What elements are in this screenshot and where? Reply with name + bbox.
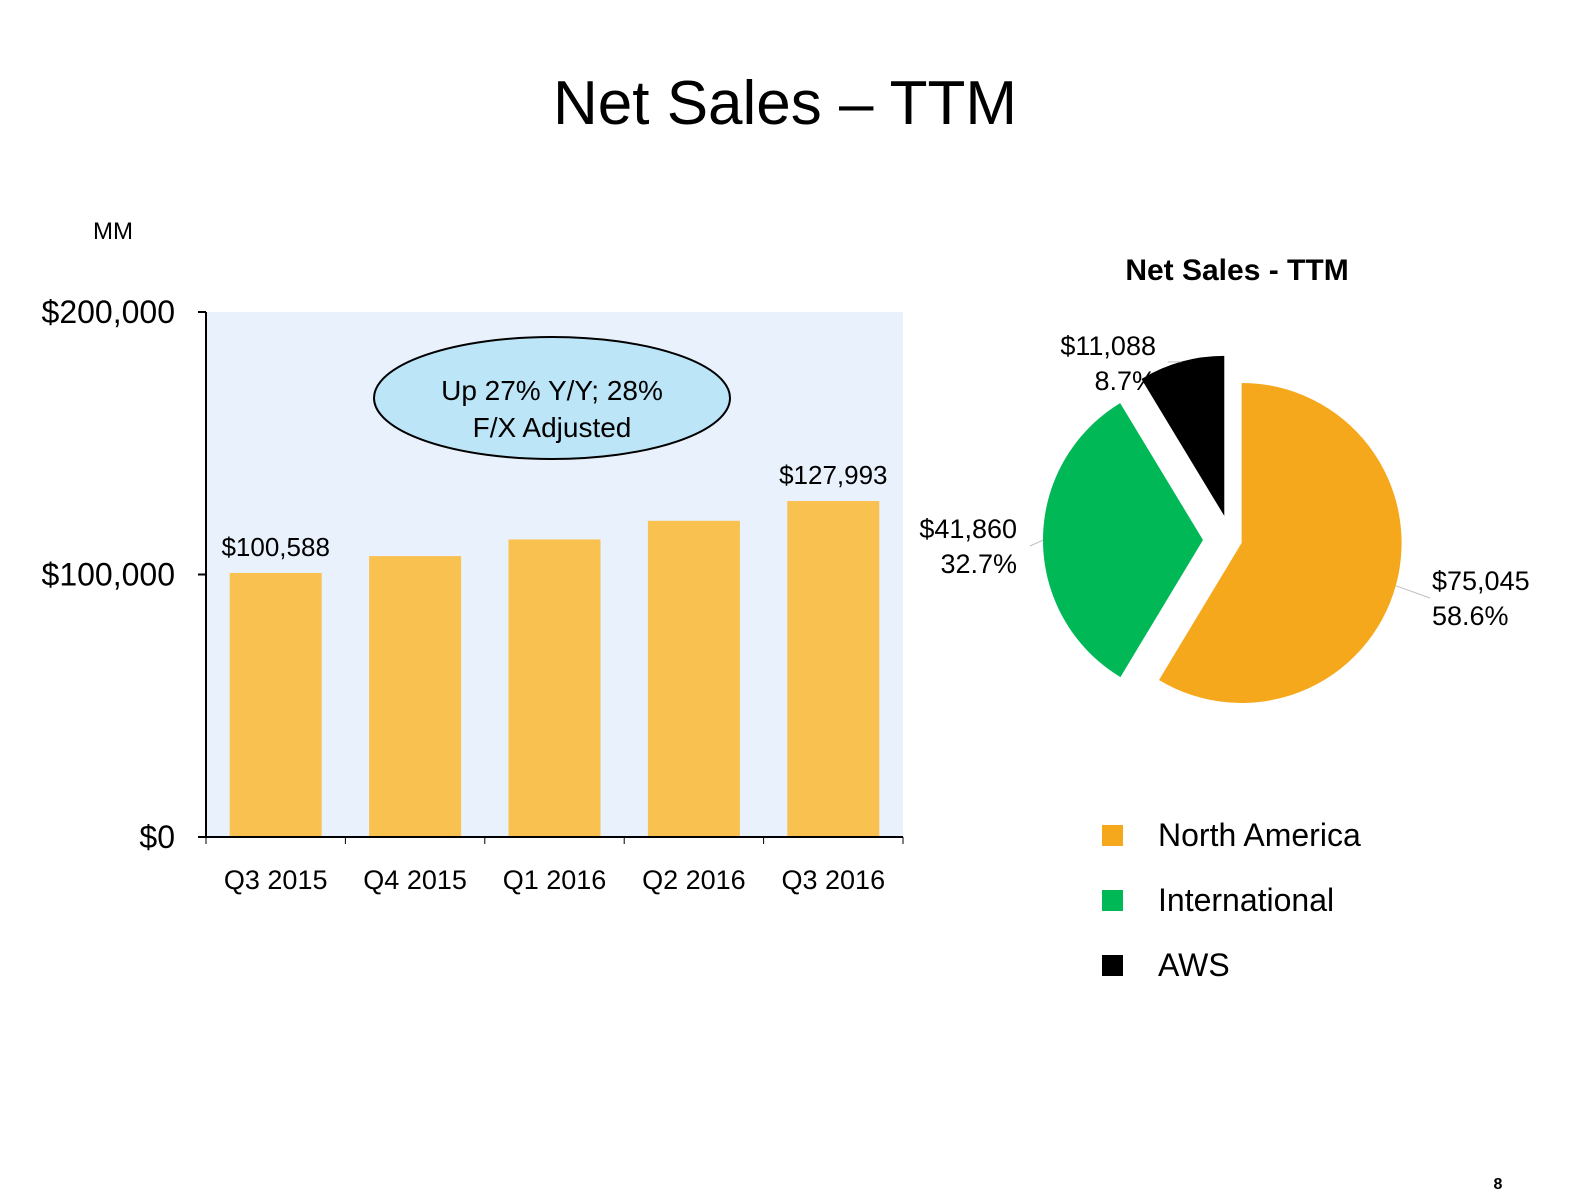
- bar: [647, 520, 740, 837]
- y-tick-label: $200,000: [42, 294, 175, 330]
- x-tick-label: Q3 2016: [782, 865, 886, 895]
- pie-slice: [1043, 403, 1203, 678]
- legend-swatch: [1102, 955, 1123, 976]
- legend-label: North America: [1158, 817, 1361, 853]
- legend-label: International: [1158, 882, 1334, 918]
- pie-percent-label: 32.7%: [940, 549, 1017, 579]
- page-number: 8: [1494, 1176, 1503, 1193]
- x-tick-label: Q4 2015: [363, 865, 467, 895]
- x-tick-label: Q1 2016: [503, 865, 607, 895]
- pie-percent-label: 8.7%: [1094, 366, 1156, 396]
- leader-line: [1395, 585, 1431, 599]
- bar: [229, 572, 322, 837]
- annotation-line-2: F/X Adjusted: [473, 412, 632, 443]
- bar: [369, 556, 462, 837]
- legend-label: AWS: [1158, 947, 1230, 983]
- bar: [508, 539, 601, 837]
- pie-percent-label: 58.6%: [1432, 601, 1509, 631]
- data-label: $127,993: [779, 460, 887, 490]
- y-tick-label: $0: [139, 819, 175, 855]
- pie-value-label: $41,860: [919, 514, 1017, 544]
- pie-title: Net Sales - TTM: [1125, 254, 1348, 287]
- y-tick-label: $100,000: [42, 557, 175, 593]
- pie-slice: [1159, 382, 1402, 703]
- pie-value-label: $75,045: [1432, 566, 1530, 596]
- bar: [787, 501, 880, 837]
- leader-line: [1029, 539, 1044, 547]
- pie-value-label: $11,088: [1060, 331, 1156, 361]
- pie-chart: $75,045 58.6% $41,860 32.7% $11,088 8.7%: [919, 331, 1530, 703]
- annotation-line-1: Up 27% Y/Y; 28%: [441, 375, 663, 406]
- pie-slice: [1141, 355, 1225, 516]
- legend-swatch: [1102, 825, 1123, 846]
- annotation-bubble: Up 27% Y/Y; 28% F/X Adjusted: [373, 336, 731, 460]
- pie-legend: North America International AWS: [1102, 817, 1361, 983]
- data-label: $100,588: [221, 532, 329, 562]
- x-tick-label: Q3 2015: [224, 865, 328, 895]
- legend-swatch: [1102, 890, 1123, 911]
- unit-label: MM: [93, 218, 133, 245]
- slide-title: Net Sales – TTM: [553, 69, 1017, 138]
- x-tick-label: Q2 2016: [642, 865, 746, 895]
- annotation-ellipse: [373, 336, 731, 460]
